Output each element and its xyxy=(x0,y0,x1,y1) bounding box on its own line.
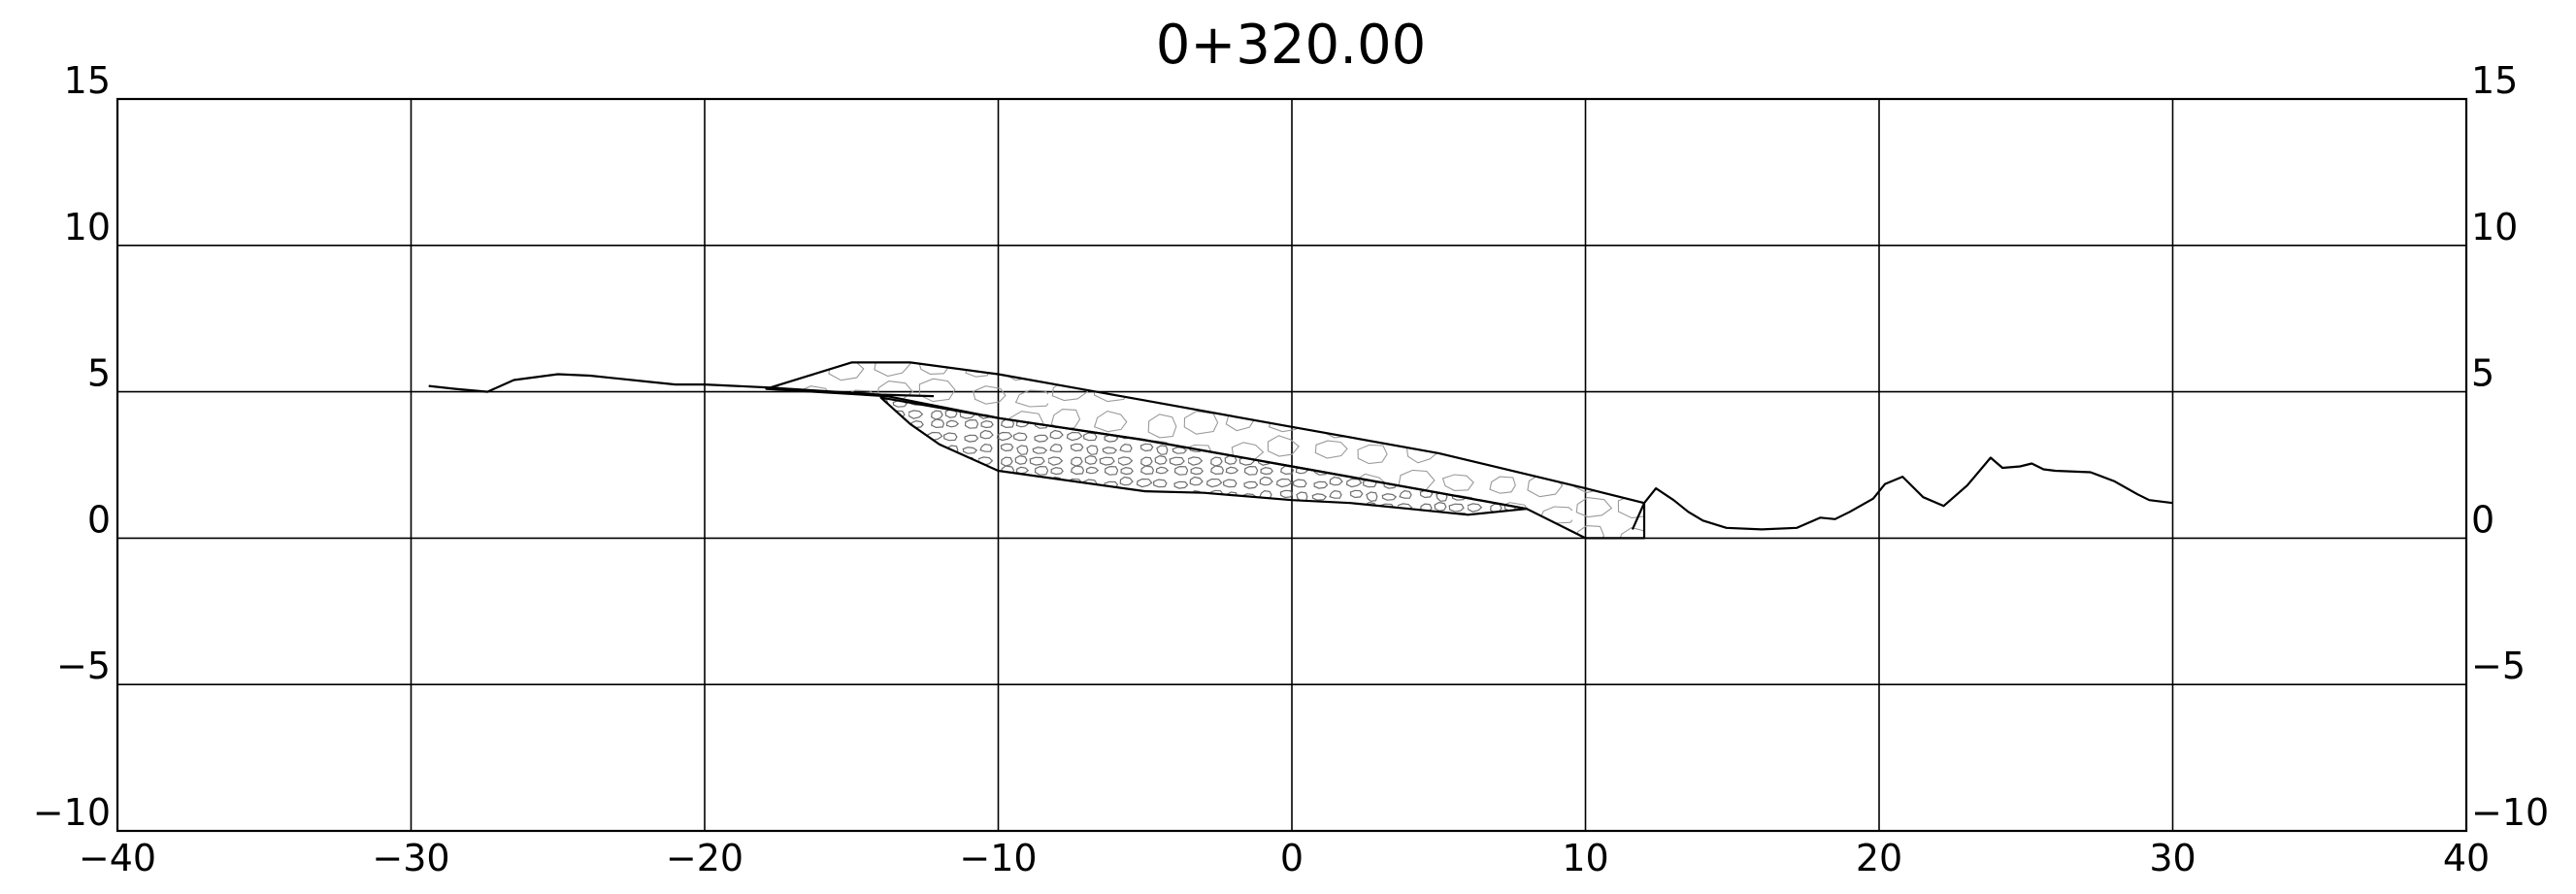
y-tick-label-right-3: 5 xyxy=(2471,352,2494,395)
y-tick-label-left-0: −10 xyxy=(33,791,111,834)
y-tick-label-right-4: 10 xyxy=(2471,206,2518,248)
x-tick-label-4: 0 xyxy=(1280,837,1304,879)
x-tick-label-8: 40 xyxy=(2443,837,2490,879)
rockfill-lower-outline xyxy=(879,396,1529,516)
y-tick-label-left-3: 5 xyxy=(87,352,111,395)
existing-ground-left-line xyxy=(428,373,935,398)
y-tick-label-right-5: 15 xyxy=(2471,59,2518,102)
existing-ground-right-line xyxy=(1631,456,2173,531)
x-tick-label-5: 10 xyxy=(1562,837,1608,879)
x-tick-label-0: −40 xyxy=(79,837,156,879)
y-tick-label-left-1: −5 xyxy=(56,645,111,687)
y-tick-label-right-2: 0 xyxy=(2471,498,2494,541)
rockfill-lower-texture xyxy=(880,397,1527,515)
y-tick-label-right-1: −5 xyxy=(2471,645,2526,687)
plot-frame xyxy=(116,97,2468,833)
profile-lines xyxy=(428,361,2173,540)
y-tick-label-left-2: 0 xyxy=(87,498,111,541)
x-tick-label-7: 30 xyxy=(2149,837,2196,879)
chart-title: 0+320.00 xyxy=(1156,14,1427,77)
y-tick-label-left-4: 10 xyxy=(64,206,111,248)
y-tick-labels-left: −10 −5 0 5 10 15 xyxy=(33,59,111,834)
x-tick-label-6: 20 xyxy=(1856,837,1902,879)
y-tick-labels-right: −10 −5 0 5 10 15 xyxy=(2471,59,2549,834)
x-tick-label-2: −20 xyxy=(666,837,743,879)
x-tick-labels: −40 −30 −20 −10 0 10 20 30 40 xyxy=(79,837,2490,879)
y-tick-label-right-0: −10 xyxy=(2471,791,2549,834)
x-tick-label-1: −30 xyxy=(372,837,449,879)
x-tick-label-3: −10 xyxy=(959,837,1037,879)
y-tick-label-left-5: 15 xyxy=(64,59,111,102)
